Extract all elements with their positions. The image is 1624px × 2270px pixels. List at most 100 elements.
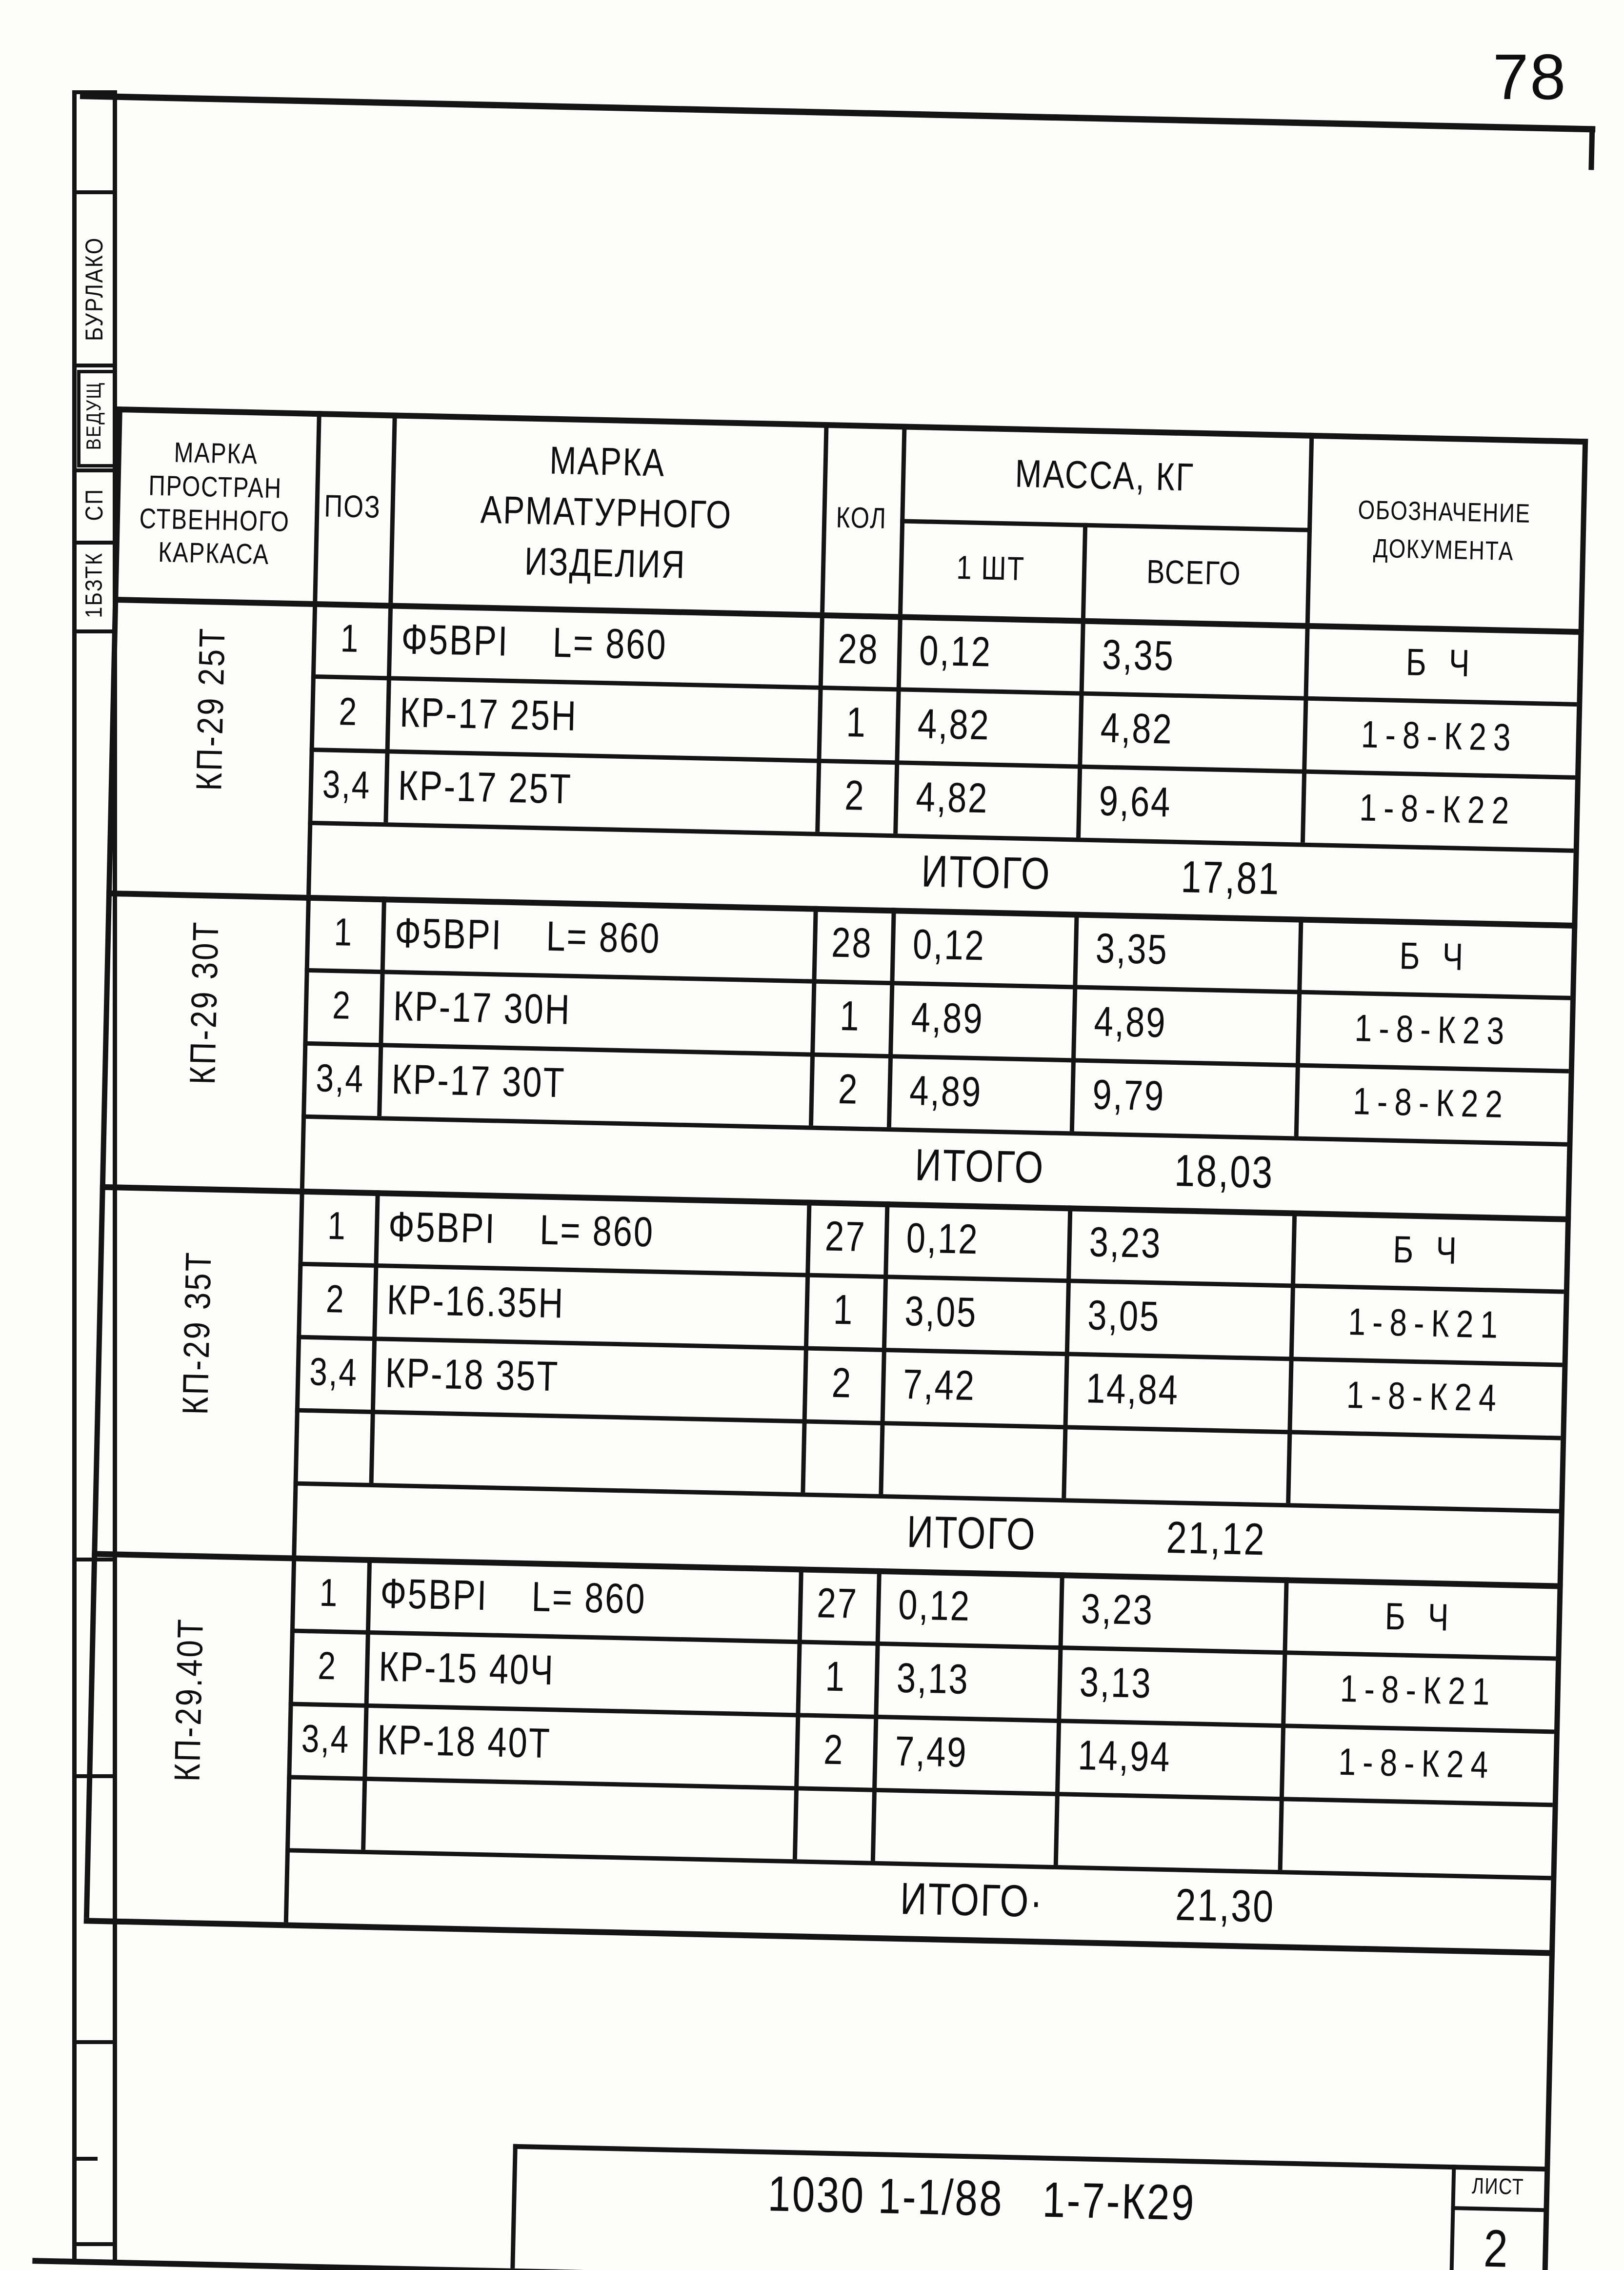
doc-designation-cell-text: 1-8-К22 [1359, 786, 1517, 832]
poz-cell-text: 3,4 [309, 1349, 359, 1395]
doc-designation-cell-text: Б Ч [1384, 1594, 1456, 1639]
qty-cell-text: 2 [844, 772, 866, 820]
strip-dash [72, 2157, 98, 2161]
qty-cell: 27 [805, 1199, 885, 1274]
poz-cell: 1 [299, 1189, 376, 1263]
strip-line-h [72, 2040, 117, 2044]
qty-cell: 1 [804, 1273, 883, 1347]
mass-per-item-cell: 0,12 [897, 614, 1103, 691]
karkas-mark-label: КП-29.40Т [166, 1617, 211, 1782]
karkas-mark-label: КП-29 35Т [175, 1250, 219, 1416]
page-frame-corner [1588, 126, 1595, 170]
header-mass: МАССА, КГ [1015, 451, 1195, 499]
poz-cell-text: 3,4 [301, 1716, 351, 1761]
poz-cell: 2 [303, 968, 380, 1043]
mass-total-cell: 9,79 [1070, 1058, 1318, 1136]
itogo-row: ИТОГО· 21,30 [284, 1848, 1551, 1950]
qty-cell: 28 [819, 612, 898, 687]
mass-per-item-cell: 0,12 [876, 1568, 1082, 1646]
product-mark-cell-text: Ф5ВРI L= 860 [394, 910, 662, 963]
mass-per-item-cell-text: 0,12 [919, 627, 992, 676]
strip-line-h [72, 1774, 117, 1778]
doc-designation-cell-text: 1-8-К24 [1346, 1373, 1504, 1419]
mass-per-item-cell-text: 0,12 [898, 1581, 971, 1630]
itogo-value: 17,81 [1180, 851, 1282, 904]
poz-cell-text: 2 [325, 1277, 345, 1321]
qty-cell: 2 [809, 1053, 888, 1127]
product-mark-cell: КР-18 35Т [371, 1337, 818, 1419]
doc-designation-cell: 1-8-К24 [1287, 1357, 1562, 1436]
header-mass-per-item: 1 ШТ [956, 549, 1025, 588]
mass-per-item-cell-text: 4,82 [917, 700, 991, 749]
mass-per-item-cell-text: 0,12 [912, 921, 986, 970]
product-mark-cell-text: Ф5ВРI L= 860 [388, 1203, 655, 1256]
doc-designation-cell: 1-8-К24 [1280, 1723, 1554, 1803]
mass-total-cell-text: 3,35 [1095, 925, 1169, 973]
qty-cell-text: 27 [824, 1213, 867, 1261]
mass-total-cell-text: 3,35 [1102, 631, 1175, 680]
poz-cell-text: 1 [340, 616, 360, 660]
strip-right-border [113, 90, 117, 2264]
qty-cell-text: 1 [825, 1653, 847, 1701]
poz-cell-text: 2 [332, 983, 352, 1027]
doc-designation-cell: Б Ч [1304, 623, 1579, 702]
mass-total-cell: 4,82 [1078, 691, 1325, 770]
sidebar-label: 1БЗТК [81, 552, 107, 618]
product-mark-cell-text: КР-17 25Т [397, 762, 573, 813]
page-number: 78 [1493, 41, 1567, 113]
sidebar-label: ВЕДУЩ [82, 381, 105, 450]
qty-cell: 1 [796, 1640, 875, 1714]
qty-cell: 27 [798, 1566, 877, 1641]
itogo-label: ИТОГО [906, 1506, 1037, 1560]
mass-per-item-cell-text: 4,89 [910, 994, 984, 1043]
product-mark-cell-text: КР-17 30Н [393, 983, 572, 1034]
mass-total-cell-text: 3,13 [1079, 1659, 1153, 1707]
poz-cell-text: 1 [319, 1570, 339, 1615]
doc-designation-cell-text: Б Ч [1405, 640, 1477, 685]
strip-line-h [72, 541, 117, 545]
spec-table: МАРКА ПРОСТРАН СТВЕННОГО КАРКАСА ПОЗ МАР… [32, 93, 1596, 2270]
mass-total-cell: 14,84 [1063, 1352, 1311, 1430]
mass-per-item-cell: 7,49 [872, 1715, 1079, 1792]
product-mark-cell-text: Ф5ВРI L= 860 [380, 1570, 647, 1623]
header-karkas: МАРКА ПРОСТРАН СТВЕННОГО КАРКАСА [139, 436, 290, 571]
product-mark-cell-text: КР-15 40Ч [378, 1643, 555, 1694]
product-mark-cell: КР-18 40Т [362, 1703, 809, 1786]
mass-total-cell: 3,23 [1059, 1572, 1306, 1651]
mass-per-item-cell-text: 7,42 [902, 1361, 976, 1410]
qty-cell-text: 1 [846, 699, 868, 747]
doc-designation-cell-text: Б Ч [1399, 934, 1471, 979]
mass-total-cell-text: 9,64 [1098, 777, 1172, 826]
qty-cell-text: 1 [833, 1286, 855, 1334]
strip-line-h [72, 468, 117, 472]
product-mark-cell: Ф5ВРI L= 860 [387, 603, 834, 686]
poz-cell: 1 [290, 1555, 367, 1630]
qty-cell: 2 [802, 1346, 882, 1420]
stamp-sheet-number: 2 [1483, 2218, 1510, 2270]
mass-per-item-cell: 0,12 [883, 1201, 1090, 1279]
poz-cell-text: 1 [327, 1203, 347, 1248]
doc-designation-cell: 1-8-К23 [1302, 696, 1577, 775]
mass-per-item-cell: 4,82 [893, 760, 1100, 838]
product-mark-cell: КР-17 30Н [379, 970, 825, 1053]
doc-designation-cell-text: 1-8-К23 [1354, 1006, 1512, 1053]
doc-designation-cell: 1-8-К21 [1289, 1283, 1564, 1362]
strip-left-border [72, 90, 77, 2264]
doc-designation-cell: Б Ч [1283, 1577, 1558, 1656]
page-bottom-frame [32, 2258, 1548, 2270]
mass-total-cell: 9,64 [1076, 764, 1324, 843]
mass-total-cell: 4,89 [1071, 985, 1319, 1063]
qty-cell: 1 [810, 979, 890, 1054]
product-mark-cell: Ф5ВРI L= 860 [381, 896, 827, 979]
poz-cell: 1 [305, 895, 382, 970]
product-mark-cell: КР-17 30Т [377, 1043, 824, 1126]
poz-cell-text: 3,4 [322, 762, 372, 807]
poz-cell: 2 [289, 1628, 366, 1703]
product-mark-cell-text: КР-17 30Т [391, 1055, 566, 1107]
mass-total-cell: 3,35 [1073, 912, 1321, 990]
doc-designation-cell-text: 1-8-К22 [1353, 1079, 1510, 1126]
sidebar-label: БУРЛАКО [80, 237, 108, 341]
mass-total-cell-text: 4,82 [1100, 704, 1174, 753]
doc-designation-cell: Б Ч [1297, 917, 1572, 996]
